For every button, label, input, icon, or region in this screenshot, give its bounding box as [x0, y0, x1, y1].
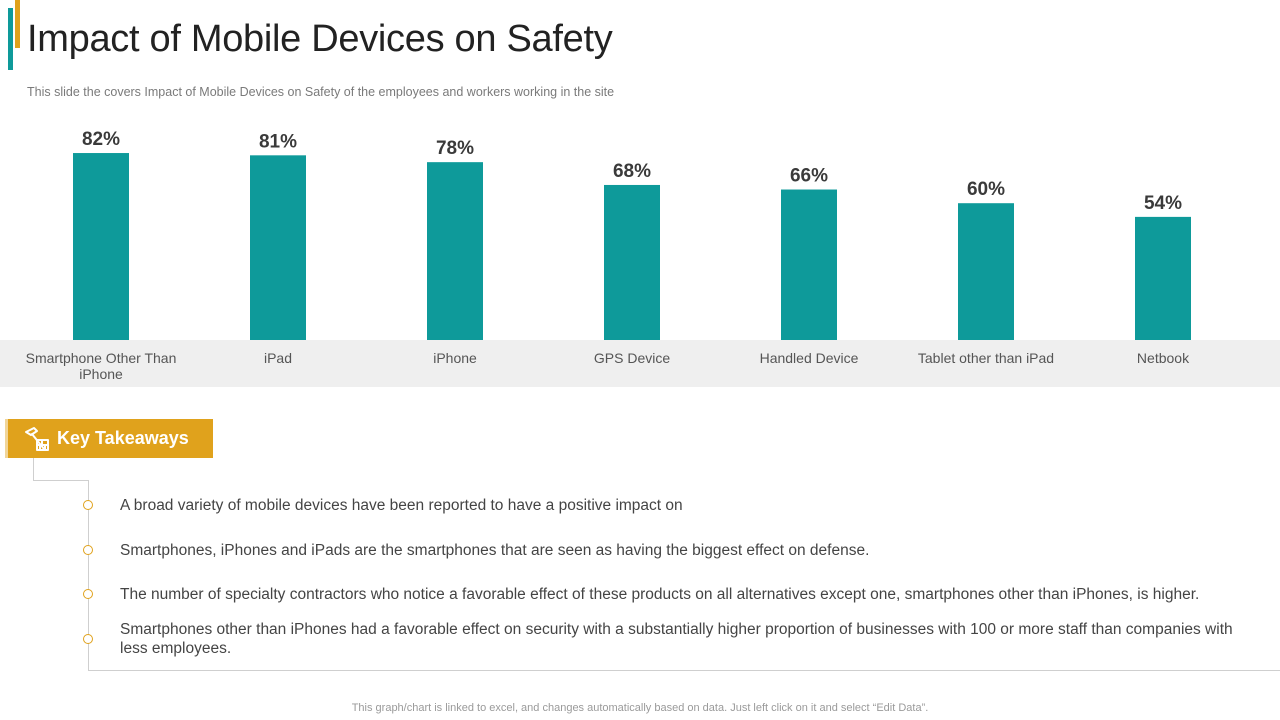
takeaways-bottom-rule: [88, 670, 1280, 671]
takeaway-item: A broad variety of mobile devices have b…: [120, 497, 683, 514]
takeaway-item: Smartphones, iPhones and iPads are the s…: [120, 542, 870, 559]
takeaway-item: Smartphones other than iPhones had a fav…: [120, 621, 1233, 657]
category-label: iPad: [264, 350, 292, 366]
page-subtitle: This slide the covers Impact of Mobile D…: [27, 85, 615, 99]
category-label: Smartphone Other Than iPhone: [26, 350, 177, 382]
category-label: Tablet other than iPad: [918, 350, 1054, 366]
bullet-dot: [83, 589, 93, 599]
connector-line: [33, 458, 34, 480]
takeaways-timeline: [88, 480, 89, 670]
connector-line: [33, 480, 89, 481]
key-takeaways-tag: Key Takeaways: [5, 419, 213, 458]
bar-chart-svg: 82% Smartphone Other Than iPhone 81% iPad 78%…: [26, 129, 1191, 382]
data-label: 78%: [436, 138, 474, 159]
bar[interactable]: [1135, 216, 1191, 340]
data-label: 68%: [613, 161, 651, 182]
category-label: Handled Device: [760, 350, 859, 366]
bar[interactable]: [781, 189, 837, 340]
bar[interactable]: [427, 162, 483, 340]
tag-edge: [5, 419, 8, 458]
data-label: 82%: [82, 129, 120, 150]
bar[interactable]: [73, 153, 129, 340]
data-label: 66%: [790, 166, 828, 187]
key-takeaways-heading: Key Takeaways: [57, 428, 189, 448]
data-label: 54%: [1144, 193, 1182, 214]
bar[interactable]: [604, 184, 660, 340]
bullet-dot: [83, 545, 93, 555]
category-band: [0, 340, 1280, 387]
bar[interactable]: [958, 203, 1014, 340]
category-label: GPS Device: [594, 350, 670, 366]
takeaway-item: The number of specialty contractors who …: [120, 586, 1200, 603]
category-label: iPhone: [433, 350, 477, 366]
data-label: 81%: [259, 131, 297, 152]
bar-chart[interactable]: 82% Smartphone Other Than iPhone 81% iPad 78%…: [0, 120, 1280, 390]
bullet-dot: [83, 500, 93, 510]
footer-note: This graph/chart is linked to excel, and…: [351, 702, 929, 714]
title-accent-gold: [15, 0, 20, 48]
tools-icon: [25, 427, 49, 451]
title-accent-teal: [8, 8, 13, 70]
bullet-dot: [83, 634, 93, 644]
data-label: 60%: [967, 179, 1005, 200]
bar[interactable]: [250, 155, 306, 340]
category-label: Netbook: [1137, 350, 1190, 366]
page-title: Impact of Mobile Devices on Safety: [27, 18, 613, 60]
